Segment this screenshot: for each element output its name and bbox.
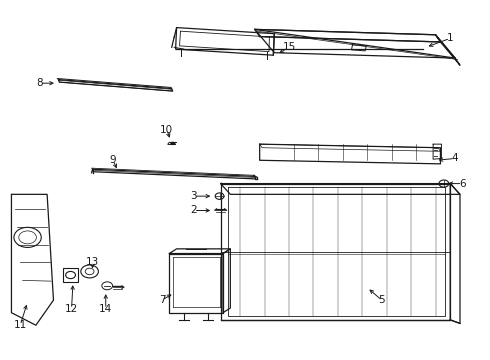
Text: 13: 13 [86, 257, 99, 267]
Text: 7: 7 [159, 295, 165, 305]
Text: 2: 2 [191, 206, 197, 216]
Text: 15: 15 [282, 42, 295, 52]
Bar [63, 268, 78, 282]
Text: 3: 3 [191, 191, 197, 201]
Text: 6: 6 [459, 179, 466, 189]
Text: 4: 4 [452, 153, 459, 163]
Text: 12: 12 [65, 304, 78, 314]
Text: 14: 14 [99, 304, 112, 314]
Text: 10: 10 [160, 125, 173, 135]
Text: 5: 5 [378, 295, 385, 305]
Text: 1: 1 [447, 33, 454, 43]
Text: 11: 11 [14, 320, 27, 330]
Circle shape [171, 142, 174, 145]
Text: 9: 9 [110, 155, 117, 165]
Text: 8: 8 [36, 78, 43, 88]
